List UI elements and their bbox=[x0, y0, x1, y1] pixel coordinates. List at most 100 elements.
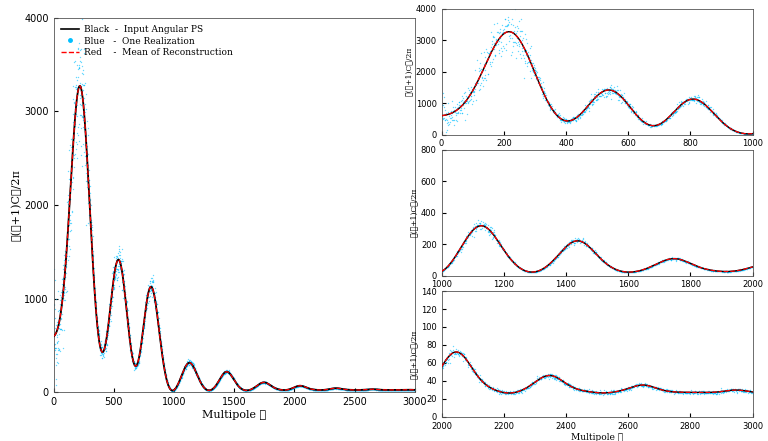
Point bbox=[600, 389, 612, 396]
Point bbox=[515, 55, 528, 62]
Point bbox=[445, 114, 458, 121]
Point bbox=[319, 386, 332, 393]
Point bbox=[495, 244, 507, 251]
Point bbox=[683, 259, 695, 266]
Point bbox=[607, 88, 620, 95]
Point bbox=[356, 386, 369, 393]
Point bbox=[211, 381, 223, 389]
Point bbox=[270, 385, 283, 392]
Point bbox=[508, 388, 520, 395]
Point bbox=[305, 386, 317, 393]
Point bbox=[588, 389, 600, 396]
Point bbox=[262, 381, 274, 388]
Point bbox=[102, 327, 114, 334]
Point bbox=[545, 371, 558, 378]
Point bbox=[535, 79, 547, 86]
Point bbox=[107, 293, 119, 300]
Point bbox=[589, 90, 601, 97]
Point bbox=[137, 334, 149, 341]
Point bbox=[562, 243, 574, 250]
Point bbox=[180, 361, 192, 368]
Point bbox=[579, 108, 591, 116]
Point bbox=[277, 387, 290, 394]
Point bbox=[740, 265, 752, 273]
Point bbox=[701, 266, 713, 273]
Point bbox=[518, 47, 531, 54]
Point bbox=[738, 130, 750, 137]
Point bbox=[473, 67, 485, 74]
Point bbox=[345, 386, 357, 393]
Point bbox=[386, 387, 398, 394]
Point bbox=[496, 247, 508, 254]
Point bbox=[663, 114, 675, 121]
Point bbox=[336, 385, 349, 392]
Point bbox=[349, 386, 362, 393]
Point bbox=[630, 268, 642, 275]
Point bbox=[672, 103, 684, 110]
Point bbox=[525, 269, 537, 276]
Point bbox=[153, 321, 165, 329]
Point bbox=[296, 382, 308, 389]
Point bbox=[744, 131, 756, 138]
Point bbox=[687, 389, 700, 396]
Point bbox=[152, 319, 164, 326]
Point bbox=[560, 117, 572, 124]
Point bbox=[615, 386, 627, 393]
Point bbox=[372, 386, 385, 393]
Point bbox=[240, 387, 253, 394]
Point bbox=[522, 385, 535, 392]
Point bbox=[152, 314, 164, 321]
Point bbox=[492, 236, 505, 243]
Point bbox=[54, 309, 66, 316]
Point bbox=[651, 261, 664, 268]
Point bbox=[116, 287, 128, 294]
Point bbox=[654, 121, 666, 128]
Point bbox=[126, 352, 138, 359]
Point bbox=[450, 348, 462, 355]
Point bbox=[99, 337, 111, 344]
Point bbox=[343, 386, 356, 393]
Point bbox=[472, 374, 484, 381]
Point bbox=[163, 384, 175, 391]
Point bbox=[444, 118, 456, 125]
Point bbox=[488, 229, 500, 236]
Point bbox=[734, 266, 746, 273]
Point bbox=[727, 267, 739, 274]
Point bbox=[392, 386, 405, 393]
Point bbox=[547, 108, 559, 116]
Point bbox=[316, 386, 328, 393]
Point bbox=[574, 113, 587, 120]
Point bbox=[498, 29, 510, 36]
Point bbox=[484, 384, 496, 391]
Point bbox=[659, 386, 671, 393]
Point bbox=[518, 385, 530, 392]
Point bbox=[168, 386, 180, 393]
Point bbox=[525, 269, 538, 276]
Point bbox=[220, 366, 232, 374]
Point bbox=[723, 387, 736, 394]
Point bbox=[193, 375, 205, 382]
Point bbox=[163, 383, 175, 390]
Point bbox=[687, 389, 699, 396]
Point bbox=[394, 386, 406, 393]
Point bbox=[385, 386, 397, 393]
Point bbox=[740, 130, 752, 137]
Point bbox=[92, 330, 104, 337]
Point bbox=[326, 385, 339, 392]
Point bbox=[714, 268, 727, 275]
Point bbox=[245, 385, 257, 392]
Point bbox=[494, 239, 506, 246]
Point bbox=[256, 379, 268, 386]
Point bbox=[278, 387, 290, 394]
Point bbox=[373, 386, 386, 393]
Point bbox=[302, 385, 314, 392]
Point bbox=[253, 381, 266, 388]
Point bbox=[252, 381, 264, 389]
Point bbox=[291, 383, 303, 390]
Point bbox=[660, 388, 673, 395]
Point bbox=[56, 292, 68, 299]
Point bbox=[346, 386, 359, 393]
Point bbox=[632, 112, 644, 119]
Point bbox=[590, 89, 602, 96]
Point bbox=[653, 385, 665, 392]
